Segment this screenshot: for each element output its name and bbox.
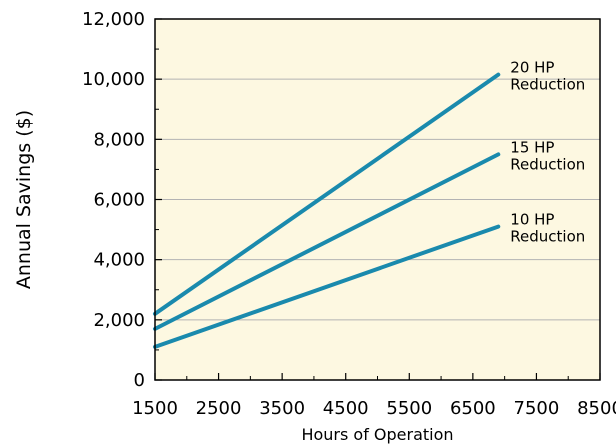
series-label-line: Reduction [510,155,585,173]
series-line [153,152,501,331]
series-label: 15 HP Reduction [510,138,585,173]
x-axis-label: Hours of Operation [301,425,453,444]
series-label-line: 10 HP [510,211,554,229]
x-tick-label: 2500 [196,398,242,419]
series-line [153,72,501,316]
series-label: 20 HP Reduction [510,59,585,94]
x-tick-label: 1500 [132,398,178,419]
series-label-line: Reduction [510,76,585,94]
series-label-line: 15 HP [510,138,554,156]
x-tick-label: 8500 [577,398,616,419]
x-tick-label: 4500 [323,398,369,419]
series-line [153,224,501,349]
y-tick-label: 6,000 [93,190,145,211]
y-tick-label: 0 [134,370,145,391]
y-tick-label: 4,000 [93,250,145,271]
x-tick-label: 7500 [514,398,560,419]
y-tick-label: 8,000 [93,129,145,150]
x-tick-label: 5500 [386,398,432,419]
series-lines [153,72,501,349]
y-tick-label: 10,000 [82,69,145,90]
y-tick-label: 2,000 [93,310,145,331]
x-tick-label: 3500 [259,398,305,419]
series-label-line: 20 HP [510,59,554,77]
y-tick-label: 12,000 [82,9,145,30]
labels: 0 2,000 4,000 6,000 8,000 10,000 12,000 1500 250… [82,9,616,419]
y-axis-label: Annual Savings ($) [13,110,35,289]
x-tick-label: 6500 [450,398,496,419]
series-label-line: Reduction [510,228,585,246]
axis-ticks [154,18,601,381]
series-label: 10 HP Reduction [510,211,585,246]
